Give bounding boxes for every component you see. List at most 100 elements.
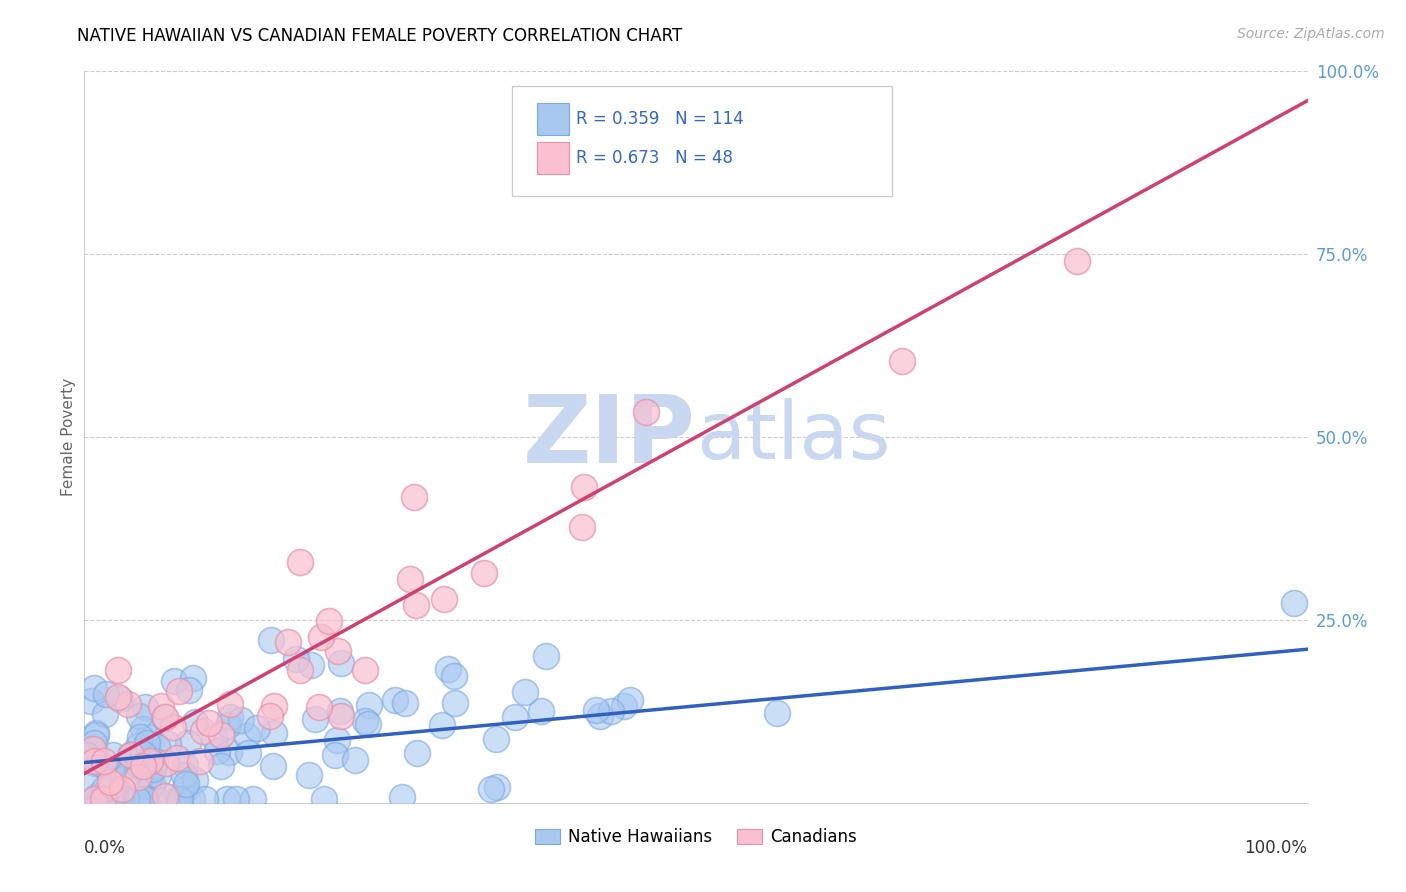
Point: [288, 555, 311, 569]
Point: [444, 696, 467, 710]
Point: [636, 404, 658, 418]
Point: [166, 750, 188, 764]
Point: [124, 756, 146, 771]
Point: [167, 792, 190, 806]
Point: [184, 714, 207, 729]
Point: [84, 728, 107, 742]
Point: [1066, 253, 1088, 268]
Point: [127, 739, 149, 753]
Point: [177, 736, 200, 750]
Point: [111, 781, 134, 796]
Point: [890, 354, 912, 368]
Text: atlas: atlas: [696, 398, 890, 476]
Point: [155, 756, 177, 770]
Point: [263, 725, 285, 739]
Point: [120, 748, 142, 763]
Point: [83, 736, 105, 750]
Point: [174, 781, 197, 796]
Point: [263, 698, 285, 713]
FancyBboxPatch shape: [537, 103, 569, 135]
Point: [91, 792, 114, 806]
Point: [217, 792, 239, 806]
Point: [284, 651, 307, 665]
Point: [80, 694, 103, 708]
Point: [107, 792, 129, 806]
Point: [343, 753, 366, 767]
Point: [236, 746, 259, 760]
Point: [329, 705, 352, 719]
Point: [98, 792, 121, 806]
FancyBboxPatch shape: [537, 142, 569, 174]
Point: [157, 737, 180, 751]
Point: [298, 768, 321, 782]
Point: [132, 792, 155, 806]
Point: [194, 792, 217, 806]
Point: [436, 662, 458, 676]
Point: [405, 598, 427, 612]
Point: [128, 709, 150, 723]
Point: [83, 792, 105, 806]
Text: R = 0.359   N = 114: R = 0.359 N = 114: [576, 110, 744, 128]
Point: [188, 754, 211, 768]
Point: [96, 687, 118, 701]
Point: [259, 709, 281, 723]
Point: [138, 771, 160, 785]
Point: [127, 770, 149, 784]
Point: [308, 699, 330, 714]
Point: [330, 656, 353, 670]
Point: [153, 789, 176, 804]
Point: [184, 772, 207, 787]
Point: [100, 761, 122, 775]
Point: [357, 698, 380, 712]
Point: [83, 756, 105, 770]
Point: [83, 681, 105, 695]
Point: [169, 792, 191, 806]
Point: [503, 710, 526, 724]
Point: [246, 721, 269, 735]
Point: [93, 754, 115, 768]
Point: [117, 766, 139, 780]
Point: [354, 714, 377, 729]
Point: [571, 519, 593, 533]
Point: [128, 730, 150, 744]
Point: [86, 789, 108, 803]
Point: [101, 747, 124, 762]
Point: [326, 644, 349, 658]
Point: [260, 632, 283, 647]
Point: [117, 697, 139, 711]
Point: [572, 480, 595, 494]
Point: [176, 777, 198, 791]
Point: [114, 792, 136, 806]
Text: ZIP: ZIP: [523, 391, 696, 483]
Point: [181, 671, 204, 685]
Legend: Native Hawaiians, Canadians: Native Hawaiians, Canadians: [529, 822, 863, 853]
Point: [218, 710, 240, 724]
Point: [474, 566, 496, 580]
Point: [325, 732, 347, 747]
Point: [76, 778, 98, 792]
Point: [120, 747, 142, 762]
Point: [325, 747, 347, 762]
Point: [1284, 596, 1306, 610]
Point: [146, 739, 169, 754]
Point: [148, 767, 170, 781]
Point: [141, 777, 163, 791]
Point: [94, 707, 117, 722]
Point: [202, 731, 225, 746]
Point: [134, 699, 156, 714]
Point: [125, 792, 148, 806]
Point: [353, 663, 375, 677]
Point: [443, 669, 465, 683]
Point: [143, 754, 166, 768]
Point: [218, 746, 240, 760]
Point: [98, 775, 121, 789]
Point: [384, 693, 406, 707]
Y-axis label: Female Poverty: Female Poverty: [60, 378, 76, 496]
Point: [329, 709, 352, 723]
FancyBboxPatch shape: [513, 86, 891, 195]
Point: [619, 693, 641, 707]
Point: [404, 490, 426, 504]
Point: [262, 759, 284, 773]
Point: [513, 685, 536, 699]
Point: [585, 704, 607, 718]
